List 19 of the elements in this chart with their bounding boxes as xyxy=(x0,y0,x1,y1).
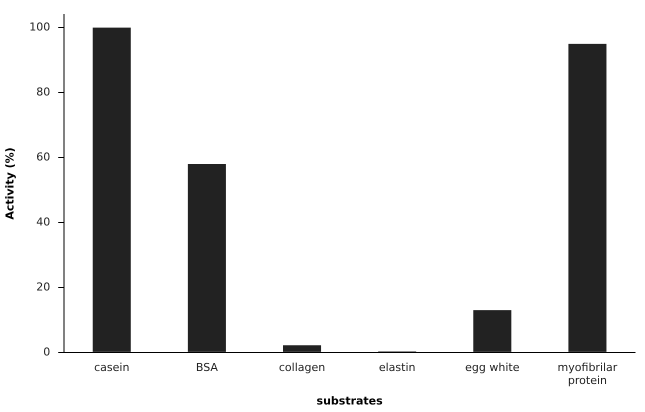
y-tick-label: 20 xyxy=(36,280,50,294)
bar xyxy=(188,164,226,352)
x-tick-label: collagen xyxy=(278,360,326,374)
y-tick-label: 40 xyxy=(36,215,50,228)
y-tick-label: 80 xyxy=(36,85,50,98)
x-tick-label: egg white xyxy=(465,360,520,374)
x-axis-title: substrates xyxy=(316,394,384,408)
bar xyxy=(568,44,606,352)
y-tick-label: 0 xyxy=(43,345,50,358)
y-axis-title: Activity (%) xyxy=(3,147,16,220)
x-tick-label: myofibrilar protein xyxy=(558,360,618,388)
x-tick-label: casein xyxy=(94,360,130,374)
bar xyxy=(283,345,322,352)
bar xyxy=(92,28,131,352)
y-tick-label: 100 xyxy=(29,20,50,34)
x-tick-label: BSA xyxy=(196,360,218,374)
x-tick-label: elastin xyxy=(378,360,416,374)
y-tick-label: 60 xyxy=(36,150,50,164)
bar xyxy=(473,310,512,352)
